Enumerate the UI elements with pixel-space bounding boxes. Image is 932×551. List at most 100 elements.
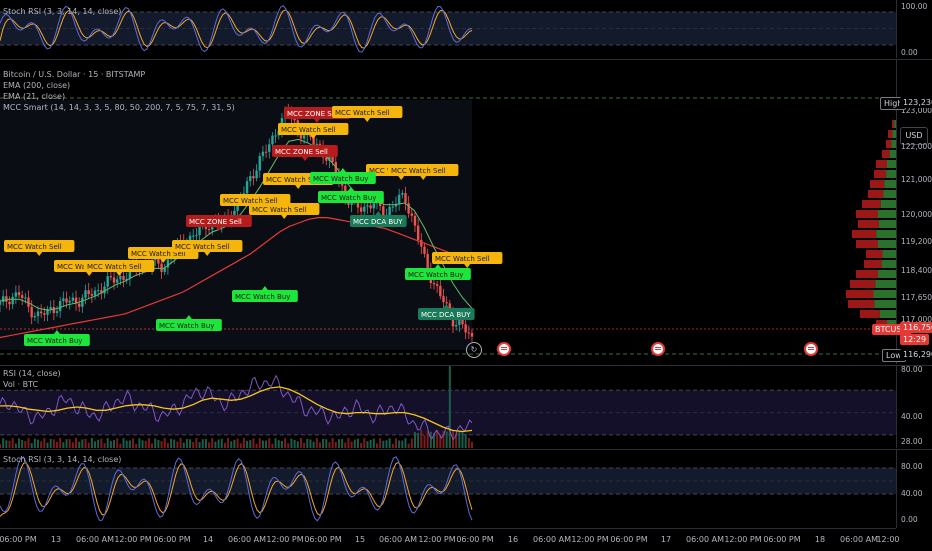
time-axis-label: 06:00 AM [840,535,878,544]
candle-body [188,235,192,244]
rsi-legend[interactable]: RSI (14, close) Vol · BTC [3,368,61,390]
rsi-tick: 28.00 [901,437,923,446]
volume-bar [277,440,280,448]
mcc-smart-legend[interactable]: MCC Smart (14, 14, 3, 3, 5, 80, 50, 200,… [3,103,235,112]
currency-button[interactable]: USD [900,127,928,145]
top-stoch-legend[interactable]: Stoch RSI (3, 3, 14, 14, close) [3,6,121,17]
volume-profile-buy [887,160,896,168]
bar-countdown: 12:29 [900,334,930,345]
volume-bar [404,438,407,448]
pane-separator[interactable] [0,449,932,450]
volume-bar [360,442,363,448]
pane-separator[interactable] [0,59,932,60]
volume-bar [236,438,239,448]
volume-bar [315,438,318,448]
signal-label-box [4,240,75,252]
bottom-stoch-pane[interactable]: Stoch RSI (3, 3, 14, 14, close) 80.00 40… [0,450,932,528]
time-axis-label: 12:00 PM [266,535,304,544]
volume-bar [290,438,293,448]
signal-label-pointer [36,252,43,256]
volume-bar [436,430,439,448]
signal-label-text: MCC Watch Sell [252,206,307,214]
time-axis-label: 06:00 AM [379,535,417,544]
bottom-stoch-plot[interactable] [0,450,896,528]
candle-body [77,303,81,307]
volume-bar [274,438,277,448]
top-stoch-scale[interactable]: 100.00 0.00 [896,0,932,58]
volume-bar [14,443,17,448]
signal-label-box [24,334,90,346]
candle-body [458,319,461,325]
volume-bar [189,439,192,448]
volume-bar [5,440,8,448]
volume-profile-buy [882,250,896,258]
candle-body [245,181,249,194]
top-stoch-plot[interactable] [0,0,896,58]
volume-bar [312,441,315,448]
volume-bar [147,438,150,448]
candle-body [315,143,318,145]
candle-body [36,311,40,317]
volume-profile-sell [870,180,885,188]
price-scale[interactable]: 123,000 122,000 121,000 120,000 119,200 … [896,60,932,364]
us-flag-event-icon[interactable] [804,342,818,356]
volume-title[interactable]: Vol · BTC [3,380,39,389]
signal-label-pointer [434,264,441,268]
volume-bar [87,442,90,448]
candle-body [302,135,306,139]
volume-bar [154,438,157,448]
symbol-title[interactable]: Bitcoin / U.S. Dollar · 15 · BITSTAMP [3,70,146,79]
volume-bar [341,438,344,448]
volume-bar [62,442,65,448]
top-stoch-pane[interactable]: Stoch RSI (3, 3, 14, 14, close) 100.00 0… [0,0,932,58]
pane-separator[interactable] [0,365,932,366]
volume-bar [30,443,33,448]
stoch-k-line [0,456,473,522]
rsi-plot[interactable] [0,366,896,448]
us-flag-event-icon[interactable] [497,342,511,356]
time-axis[interactable]: 06:00 PM 13 06:00 AM 12:00 PM 06:00 PM 14 06:0… [0,528,900,551]
rsi-title[interactable]: RSI (14, close) [3,369,61,378]
volume-bar [448,366,451,448]
signal-label-pointer [53,330,60,334]
volume-bar [350,441,353,448]
volume-bar [24,441,27,448]
rsi-scale[interactable]: 80.00 40.00 28.00 [896,365,932,448]
volume-profile-sell [848,300,875,308]
candle-body [420,240,423,247]
main-legend[interactable]: Bitcoin / U.S. Dollar · 15 · BITSTAMP EM… [3,69,235,113]
volume-profile-sell [856,210,878,218]
candle-body [426,253,429,270]
bottom-stoch-scale[interactable]: 80.00 40.00 0.00 [896,450,932,528]
time-axis-label: 13 [50,535,62,544]
ema200-legend[interactable]: EMA (200, close) [3,81,71,90]
price-tick: 117,000 [901,315,932,324]
candle-body [264,151,268,153]
time-axis-label: 16 [507,535,519,544]
candle-body [413,215,417,226]
rsi-pane[interactable]: RSI (14, close) Vol · BTC 80.00 40.00 28… [0,365,932,448]
volume-bar [252,438,255,448]
scroll-to-realtime-icon[interactable]: ↻ [466,342,482,358]
us-flag-event-icon[interactable] [651,342,665,356]
bottom-stoch-legend[interactable]: Stoch RSI (3, 3, 14, 14, close) [3,454,121,465]
volume-bar [445,431,448,448]
volume-bar [84,438,87,448]
signal-label-pointer [261,286,268,290]
candle-body [261,151,265,157]
signal-label-text: MCC ZONE Sell [189,218,242,226]
volume-bar [37,439,40,448]
volume-bar [116,438,119,448]
time-axis-label: 06:00 PM [153,535,191,544]
candle-body [410,213,414,216]
price-tick: 121,000 [901,175,932,184]
volume-bar [46,442,49,448]
ema21-legend[interactable]: EMA (21, close) [3,92,66,101]
signal-label-box [156,319,222,331]
volume-bar [410,438,413,448]
volume-bar [52,439,55,448]
signal-label-text: MCC Watch Buy [321,194,376,202]
volume-profile-buy [884,180,896,188]
